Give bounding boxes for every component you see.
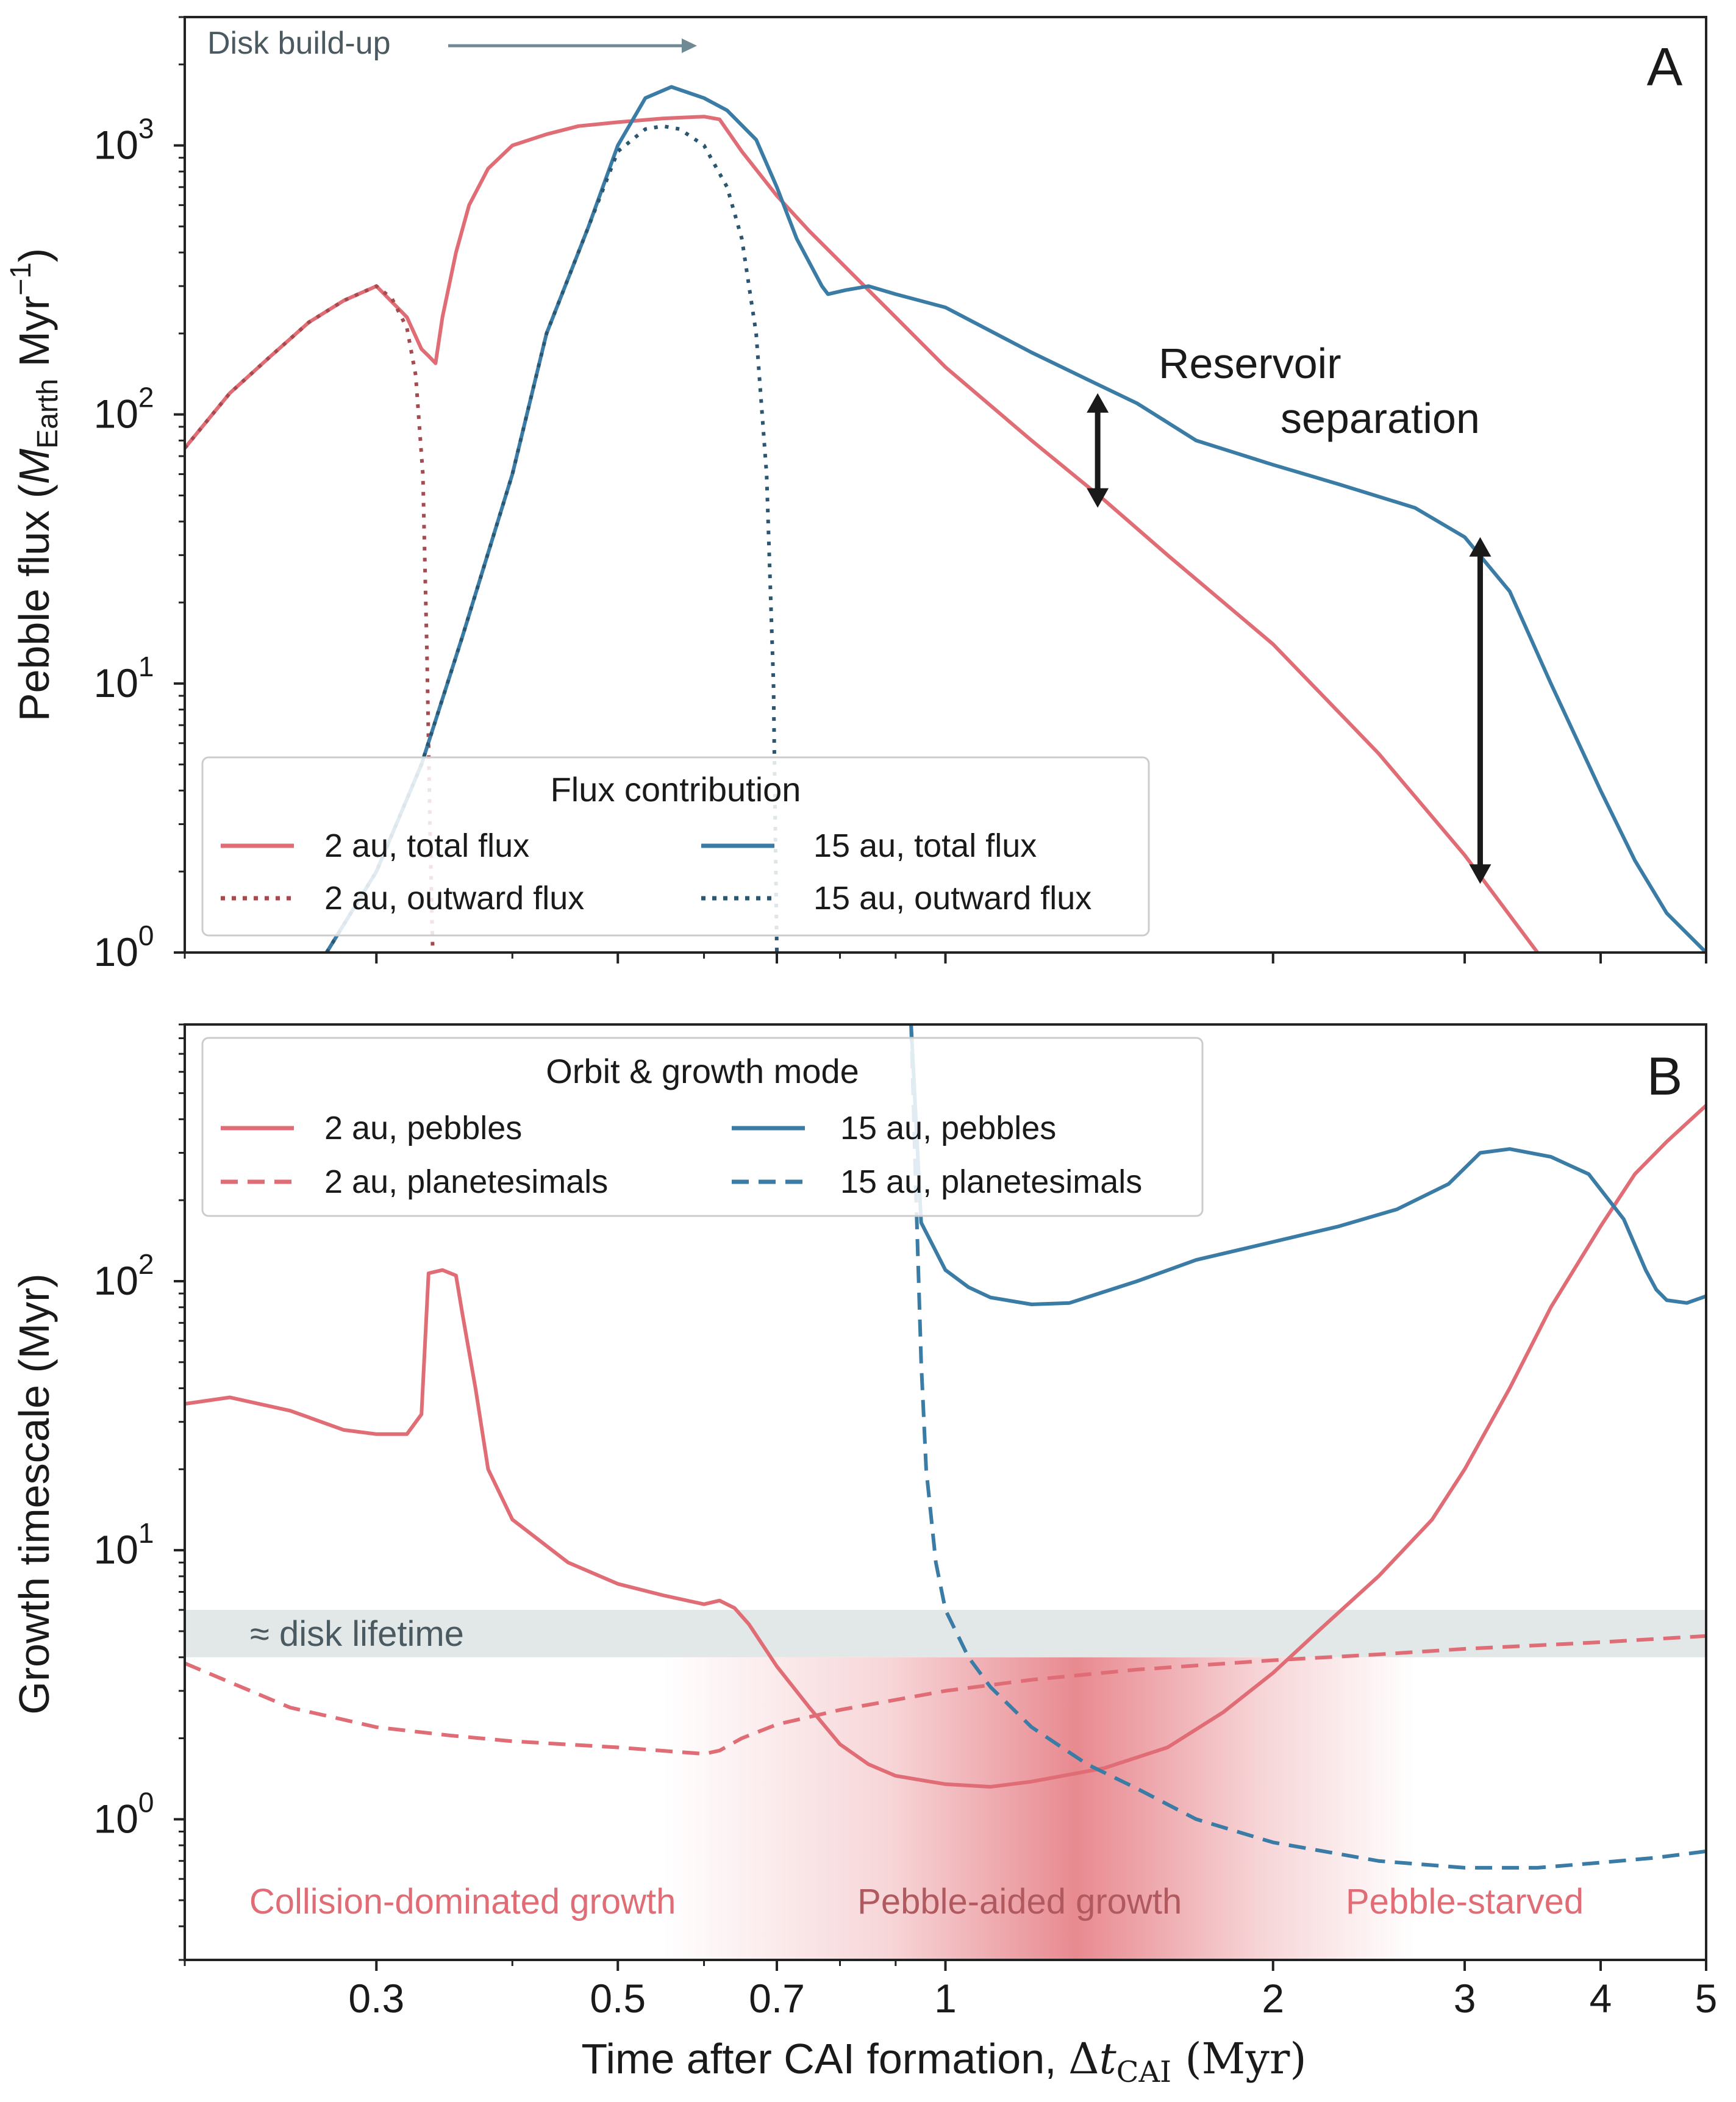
x-tick-label: 4 bbox=[1590, 1976, 1612, 2021]
regime-label-3: Pebble-starved bbox=[1346, 1882, 1584, 1921]
ylabel-a-math: M bbox=[10, 448, 58, 484]
x-axis-label: Time after CAI formation, ΔtCAI (Myr) bbox=[581, 2034, 1306, 2089]
series-line-15-au-planetesimals bbox=[909, 1024, 1706, 1870]
legend-a-entry-2au-outward: 2 au, outward flux bbox=[324, 880, 584, 917]
xlabel-t: t bbox=[1099, 2034, 1117, 2084]
panel-a-label: A bbox=[1647, 37, 1683, 97]
panel-b-ylabel: Growth timescale (Myr) bbox=[10, 1273, 58, 1714]
legend-b-entry-15au-planetesimals: 15 au, planetesimals bbox=[840, 1164, 1142, 1200]
legend-b-entry-2au-planetesimals: 2 au, planetesimals bbox=[324, 1164, 608, 1200]
legend-b: Orbit & growth mode 2 au, pebbles 2 au, … bbox=[201, 1037, 1204, 1217]
ylabel-a-prefix: Pebble flux ( bbox=[10, 484, 58, 721]
panel-b-background bbox=[185, 1610, 1706, 1960]
y-tick-label: 102 bbox=[93, 1248, 154, 1303]
legend-a-entry-15au-outward: 15 au, outward flux bbox=[813, 880, 1091, 917]
x-tick-label: 0.5 bbox=[590, 1976, 646, 2021]
panel-b-plot-area bbox=[185, 1024, 1706, 1870]
legend-a-title: Flux contribution bbox=[551, 770, 801, 809]
x-tick-label: 0.3 bbox=[348, 1976, 404, 2021]
series-line-15-au-pebbles bbox=[909, 1024, 1706, 1306]
regime-labels: Collision-dominated growth Pebble-aided g… bbox=[249, 1882, 1584, 1921]
disk-buildup-arrow bbox=[448, 38, 697, 53]
panel-a: 100 101 102 103 A Disk build-up Reservoir s… bbox=[5, 16, 1707, 974]
x-tick-label: 0.7 bbox=[749, 1976, 805, 2021]
panel-b-label: B bbox=[1647, 1046, 1683, 1106]
xlabel-sub: CAI bbox=[1116, 2055, 1171, 2089]
y-tick-label: 103 bbox=[93, 112, 154, 167]
ylabel-a-sup: −1 bbox=[5, 262, 37, 296]
panel-b-ticks: 100 101 102 0.3 0.5 0.7 1 2 3 4 5 bbox=[93, 1023, 1718, 2021]
ylabel-a-sub: Earth bbox=[32, 379, 64, 449]
y-tick-label: 101 bbox=[93, 651, 154, 706]
reservoir-label-line2: separation bbox=[1281, 395, 1480, 442]
y-tick-label: 100 bbox=[93, 1786, 154, 1841]
series-line-2-au-pebbles bbox=[185, 1104, 1706, 1789]
y-tick-label: 102 bbox=[93, 382, 154, 437]
y-tick-label: 101 bbox=[93, 1517, 154, 1572]
reservoir-arrows bbox=[1087, 393, 1491, 884]
reservoir-arrow-2 bbox=[1469, 537, 1491, 884]
ylabel-a-close: ) bbox=[10, 248, 58, 262]
xlabel-prefix: Time after CAI formation, bbox=[581, 2035, 1068, 2082]
legend-b-entry-15au-pebbles: 15 au, pebbles bbox=[840, 1110, 1056, 1146]
xlabel-suffix: (Myr) bbox=[1171, 2034, 1307, 2084]
panel-a-ylabel: Pebble flux (MEarth Myr−1) bbox=[5, 248, 64, 721]
ylabel-a-suffix: Myr bbox=[10, 296, 58, 379]
series-line-15-au-outward-flux bbox=[325, 124, 779, 953]
panel-b: 100 101 102 0.3 0.5 0.7 1 2 3 4 5 B ≈ disk lifetim… bbox=[10, 1023, 1718, 2089]
x-tick-label: 3 bbox=[1454, 1976, 1476, 2021]
x-tick-label: 5 bbox=[1695, 1976, 1718, 2021]
x-tick-label: 1 bbox=[934, 1976, 957, 2021]
disk-buildup-label: Disk build-up bbox=[207, 26, 391, 61]
series-line-2-au-planetesimals bbox=[185, 1634, 1706, 1756]
legend-a-box bbox=[201, 756, 1150, 937]
legend-b-entry-2au-pebbles: 2 au, pebbles bbox=[324, 1110, 522, 1146]
legend-a-entry-15au-total: 15 au, total flux bbox=[813, 828, 1037, 864]
xlabel-delta: Δ bbox=[1068, 2034, 1099, 2084]
legend-b-title: Orbit & growth mode bbox=[546, 1052, 859, 1090]
legend-b-box bbox=[201, 1037, 1204, 1217]
reservoir-label-line1: Reservoir bbox=[1159, 340, 1341, 387]
legend-a: Flux contribution 2 au, total flux 2 au,… bbox=[201, 756, 1150, 937]
regime-label-2: Pebble-aided growth bbox=[857, 1882, 1182, 1921]
panel-a-ticks: 100 101 102 103 bbox=[93, 16, 1707, 974]
y-tick-label: 100 bbox=[93, 920, 154, 974]
pebble-aided-gradient bbox=[663, 1657, 1415, 1960]
x-tick-label: 2 bbox=[1262, 1976, 1284, 2021]
regime-label-1: Collision-dominated growth bbox=[249, 1882, 676, 1921]
legend-a-entry-2au-total: 2 au, total flux bbox=[324, 828, 529, 864]
disk-lifetime-label: ≈ disk lifetime bbox=[250, 1614, 464, 1654]
reservoir-arrow-1 bbox=[1087, 393, 1109, 508]
